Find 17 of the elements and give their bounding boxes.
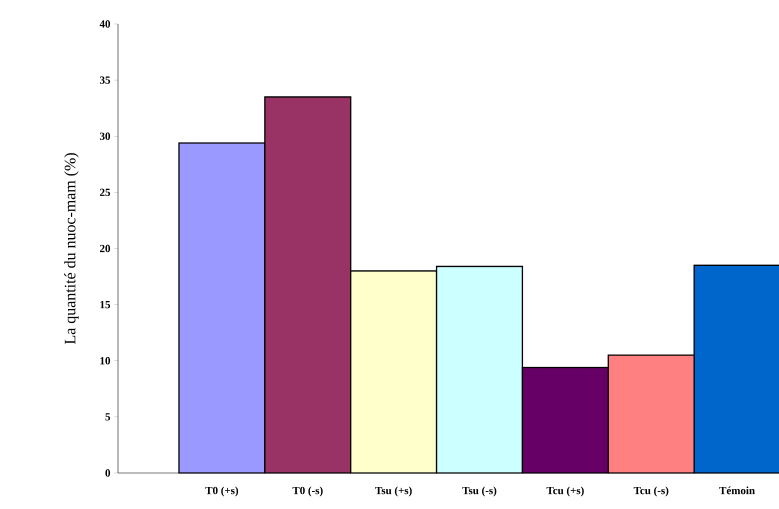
x-tick-label: Tcu (-s) [634,486,668,496]
y-tick-label: 40 [100,20,110,28]
y-tick-label: 0 [105,469,110,477]
y-tick-label: 30 [100,132,110,140]
y-tick-label: 20 [100,244,110,252]
x-tick-label: Tsu (+s) [375,486,412,496]
y-tick-label: 5 [105,413,110,421]
y-tick-label: 15 [100,300,110,308]
y-axis-title: La quantité du nuoc-mam (%) [64,153,79,344]
x-tick-label: Témoin [719,486,755,494]
x-tick-label: T0 (-s) [292,486,323,496]
x-tick-label: T0 (+s) [205,486,238,496]
y-tick-label: 10 [100,357,110,364]
y-tick-label: 35 [100,76,110,84]
x-tick-label: Tcu (+s) [546,486,584,496]
y-tick-label: 25 [100,188,110,196]
x-tick-label: Tsu (-s) [462,486,496,496]
